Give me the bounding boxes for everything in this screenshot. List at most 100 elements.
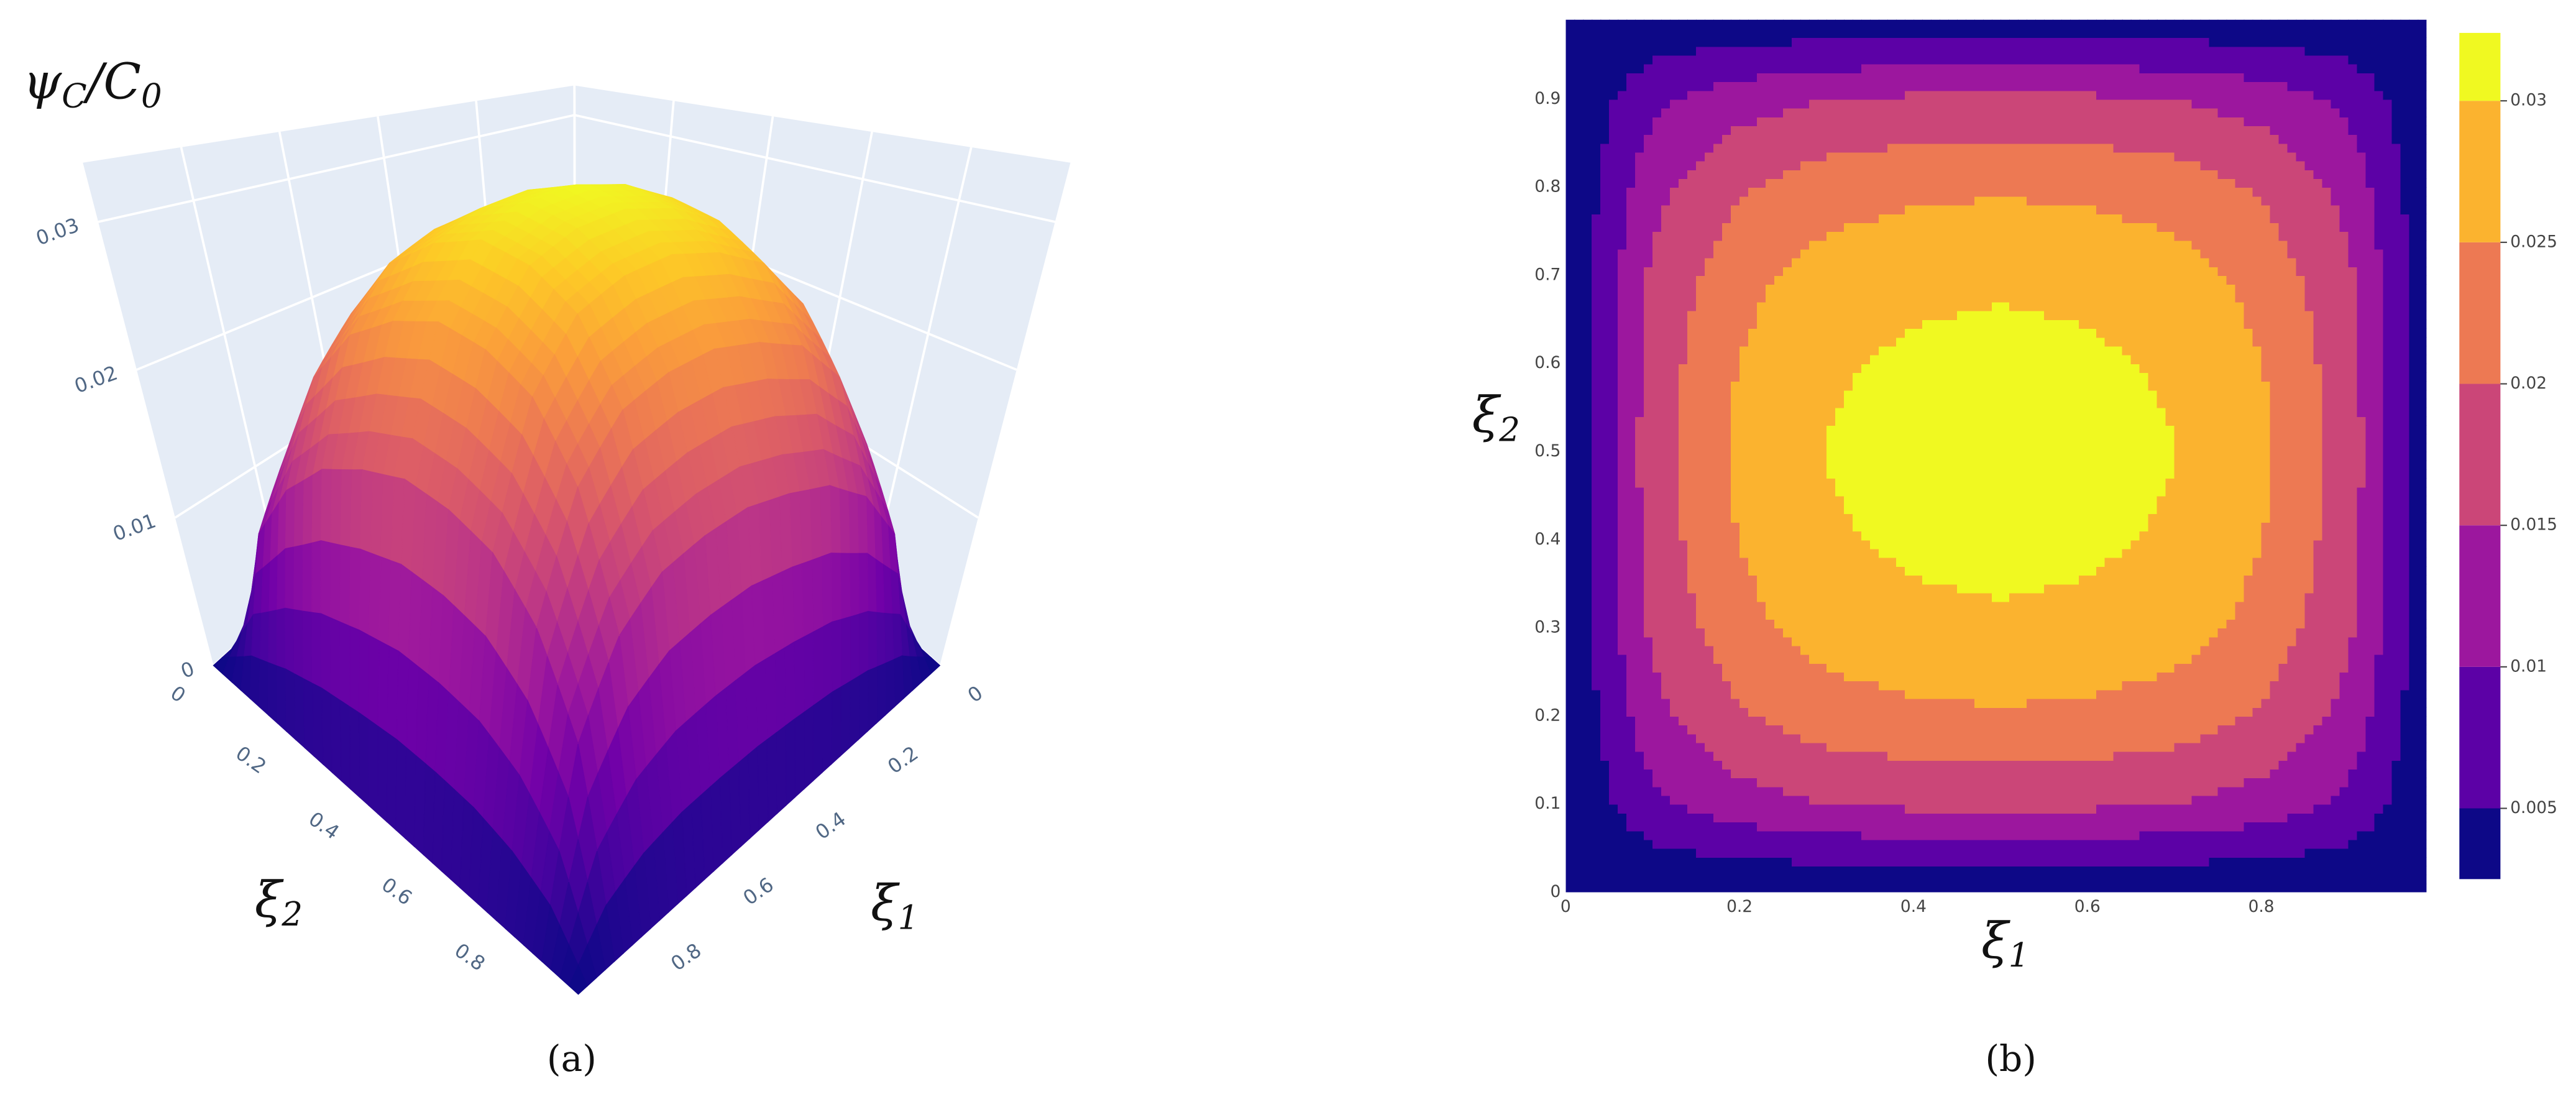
contour-cell [1974,751,1984,761]
contour-cell [2409,786,2418,796]
contour-cell [2426,663,2436,673]
contour-cell [1931,699,1940,708]
contour-cell [2131,839,2140,848]
contour-cell [1565,857,1575,866]
contour-cell [1644,716,1653,725]
contour-cell [1870,875,1879,884]
contour-cell [1809,645,1818,655]
contour-cell [2322,742,2332,751]
contour-cell [1940,778,1949,787]
contour-cell [2175,628,2184,637]
contour-cell [2400,689,2409,699]
contour-cell [1574,584,1584,593]
contour-cell [1870,883,1879,893]
contour-cell [1835,830,1845,840]
contour-cell [1922,733,1932,743]
contour-cell [1705,655,1714,664]
contour-cell [1974,786,1984,796]
contour-cell [2383,663,2392,673]
contour-cell [2391,796,2401,805]
contour-cell [2122,778,2132,787]
contour-cell [2322,760,2332,770]
contour-cell [1835,822,1845,831]
contour-cell [1853,875,1862,884]
contour-cell [1748,558,1758,567]
contour-cell [1809,610,1818,620]
contour-cell [2035,689,2045,699]
contour-cell [1766,813,1775,822]
contour-cell [2053,839,2062,848]
contour-cell [2322,883,2332,893]
contour-cell [1983,796,1992,805]
contour-cell [2349,822,2358,831]
contour-cell [1940,839,1949,848]
contour-cell [1783,760,1792,770]
contour-cell [2418,778,2427,787]
y-tick-label: 0.4 [1534,530,1561,549]
contour-cell [2218,733,2227,743]
contour-cell [1661,663,1671,673]
contour-cell [2122,707,2132,717]
contour-cell [2270,636,2280,646]
contour-cell [2114,857,2123,866]
contour-cell [1879,733,1888,743]
contour-cell [2035,663,2045,673]
contour-cell [2166,751,2175,761]
contour-cell [1670,584,1679,593]
contour-cell [2418,866,2427,875]
contour-cell [2070,716,2079,725]
contour-cell [1600,663,1610,673]
contour-cell [1957,628,1966,637]
contour-cell [1940,681,1949,690]
contour-cell [1565,875,1575,884]
contour-cell [2044,672,2053,681]
contour-cell [1635,540,1644,549]
contour-cell [1887,707,1897,717]
contour-cell [1861,733,1871,743]
contour-cell [1739,751,1749,761]
contour-cell [1670,786,1679,796]
contour-cell [1635,645,1644,655]
contour-cell [2235,742,2245,751]
contour-cell [2235,681,2245,690]
contour-cell [1748,584,1758,593]
contour-cell [2426,883,2436,893]
contour-cell [1713,689,1723,699]
contour-cell [2322,645,2332,655]
contour-cell [1644,796,1653,805]
contour-cell [1783,830,1792,840]
contour-cell [1722,813,1731,822]
contour-cell [1887,681,1897,690]
contour-cell [2288,655,2297,664]
contour-cell [1705,733,1714,743]
contour-cell [2079,760,2088,770]
contour-cell [1626,592,1636,602]
contour-cell [1644,786,1653,796]
contour-cell [2009,742,2019,751]
contour-cell [2096,830,2106,840]
contour-cell [2001,655,2010,664]
contour-cell [2305,699,2314,708]
contour-cell [2244,707,2253,717]
contour-cell [2035,796,2045,805]
contour-cell [1713,540,1723,549]
contour-cell [1809,628,1818,637]
contour-cell [1922,672,1932,681]
contour-cell [1661,804,1671,814]
contour-cell [1957,645,1966,655]
contour-cell [1687,866,1697,875]
contour-cell [2183,733,2193,743]
contour-cell [2305,822,2314,831]
contour-cell [1687,566,1697,576]
contour-cell [1731,830,1740,840]
contour-cell [1870,681,1879,690]
contour-cell [2365,742,2375,751]
contour-cell [1792,689,1801,699]
contour-cell [2288,830,2297,840]
contour-cell [1766,540,1775,549]
contour-cell [2192,733,2201,743]
contour-cell [2218,875,2227,884]
contour-cell [2244,848,2253,858]
contour-cell [2088,663,2097,673]
contour-cell [2279,645,2288,655]
